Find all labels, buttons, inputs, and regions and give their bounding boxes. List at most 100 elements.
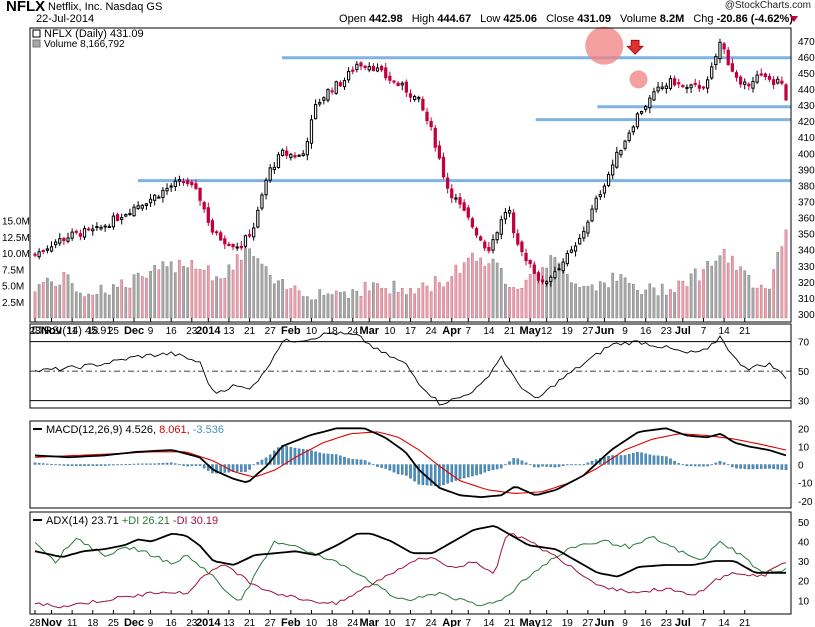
candle bbox=[771, 79, 776, 85]
price-tick: 330 bbox=[798, 262, 815, 273]
candle bbox=[429, 120, 433, 128]
volume-bar bbox=[70, 283, 74, 319]
candle bbox=[701, 86, 706, 89]
candle bbox=[388, 75, 392, 81]
volume-bar bbox=[400, 287, 404, 319]
volume-bar bbox=[256, 258, 260, 319]
macd-histogram-bar bbox=[347, 458, 350, 465]
symbol: NFLX bbox=[6, 0, 46, 15]
macd-histogram-bar bbox=[726, 464, 730, 466]
macd-histogram-bar bbox=[570, 464, 573, 466]
candle bbox=[293, 155, 297, 158]
x-label-1: 23 bbox=[186, 618, 198, 627]
macd-histogram-bar bbox=[285, 446, 288, 465]
macd-histogram-bar bbox=[735, 464, 738, 469]
candle bbox=[446, 177, 450, 189]
volume-bar bbox=[83, 296, 86, 319]
volume-bar bbox=[252, 256, 256, 319]
macd-histogram-bar bbox=[322, 453, 326, 465]
volume-bar bbox=[206, 265, 210, 319]
volume-bar bbox=[388, 293, 392, 319]
candle bbox=[161, 189, 165, 198]
macd-histogram-bar bbox=[145, 463, 148, 465]
volume-bar bbox=[780, 246, 784, 319]
candle bbox=[190, 182, 194, 185]
volume-bar bbox=[248, 248, 251, 319]
volume-bar bbox=[611, 272, 615, 319]
candle bbox=[722, 43, 726, 50]
x-label-0: Jul bbox=[675, 325, 691, 337]
candle bbox=[289, 153, 293, 158]
highlight-circle bbox=[585, 26, 624, 65]
candle bbox=[198, 187, 202, 201]
candle bbox=[111, 215, 116, 228]
volume-bar bbox=[120, 279, 123, 319]
highlight-circle bbox=[629, 70, 648, 89]
candle bbox=[74, 230, 78, 233]
macd-histogram-bar bbox=[615, 455, 619, 465]
volume-bar bbox=[376, 283, 379, 319]
x-label-0: Jun bbox=[595, 325, 615, 337]
candle bbox=[396, 82, 400, 86]
macd-histogram-bar bbox=[681, 464, 685, 466]
x-label-0: 24 bbox=[347, 326, 359, 337]
candle bbox=[301, 153, 305, 157]
volume-bar bbox=[384, 288, 388, 319]
macd-histogram-bar bbox=[136, 463, 140, 465]
candle bbox=[181, 181, 186, 184]
candle bbox=[582, 230, 586, 239]
macd-histogram-bar bbox=[178, 464, 181, 466]
candle bbox=[561, 261, 565, 272]
macd-histogram-bar bbox=[627, 454, 631, 465]
macd-line bbox=[34, 427, 787, 499]
candle bbox=[375, 67, 380, 72]
macd-histogram-bar bbox=[500, 464, 503, 469]
company-name: Netflix, Inc. Nasdaq GS bbox=[48, 1, 163, 13]
price-tick: 320 bbox=[798, 278, 815, 289]
candle bbox=[652, 91, 656, 101]
panel-frame-macd bbox=[29, 420, 792, 509]
x-label-0: 27 bbox=[265, 326, 277, 337]
candle bbox=[681, 85, 685, 88]
macd-histogram-bar bbox=[91, 464, 95, 466]
candle bbox=[569, 249, 574, 253]
volume-bar bbox=[149, 270, 152, 319]
close-label: Close bbox=[546, 13, 575, 25]
candle bbox=[776, 78, 780, 84]
candle bbox=[639, 111, 644, 114]
candle bbox=[466, 207, 470, 218]
macd-histogram-bar bbox=[652, 455, 656, 465]
macd-histogram-bar bbox=[79, 464, 82, 467]
macd-histogram-bar bbox=[330, 454, 334, 465]
macd-histogram-bar bbox=[33, 462, 37, 465]
volume-bar bbox=[112, 284, 115, 319]
macd-histogram-bar bbox=[99, 464, 103, 466]
volume-bar bbox=[264, 266, 268, 319]
candle bbox=[214, 231, 219, 234]
volume-bar bbox=[714, 260, 718, 319]
candle bbox=[318, 102, 322, 105]
volume-bar bbox=[627, 282, 631, 319]
price-tick: 450 bbox=[798, 69, 815, 80]
candle bbox=[483, 241, 487, 249]
candle bbox=[619, 150, 623, 156]
candle bbox=[252, 227, 256, 238]
macd-histogram-bar bbox=[405, 464, 408, 476]
candle bbox=[128, 213, 132, 216]
volume-bar bbox=[458, 273, 462, 319]
volume-bar bbox=[351, 289, 355, 319]
volume-bar bbox=[219, 278, 223, 319]
macd-histogram-bar bbox=[41, 463, 45, 465]
volume-bar bbox=[648, 283, 652, 319]
candle bbox=[239, 245, 243, 249]
candle bbox=[594, 197, 598, 210]
macd-histogram-bar bbox=[429, 464, 433, 486]
price-tick: 460 bbox=[798, 53, 815, 64]
volume-bar bbox=[466, 257, 470, 319]
volume-bar bbox=[764, 288, 767, 319]
volume-bar bbox=[545, 267, 548, 319]
candle bbox=[148, 198, 153, 204]
candle bbox=[437, 145, 442, 159]
open-value: 442.98 bbox=[369, 13, 403, 25]
